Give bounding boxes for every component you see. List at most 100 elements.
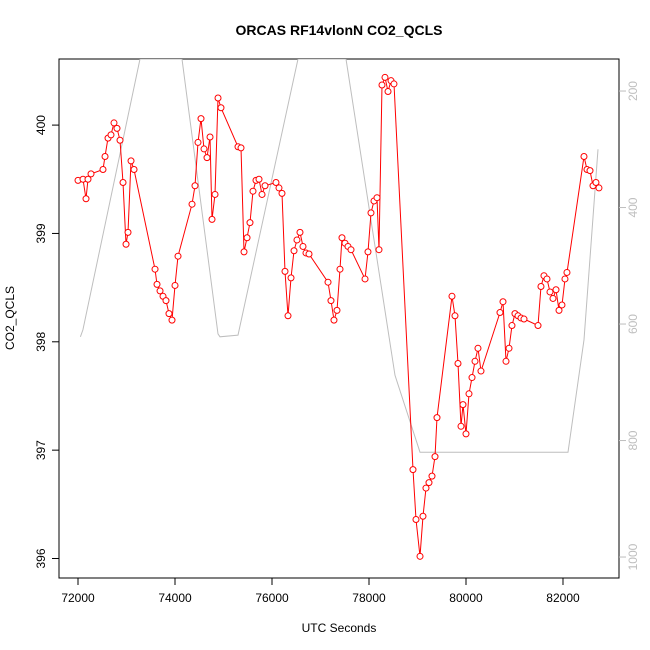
data-point — [364, 248, 372, 256]
data-point — [99, 166, 107, 174]
x-tick-label: 80000 — [449, 591, 483, 605]
data-point — [275, 184, 283, 192]
data-point — [258, 190, 266, 198]
data-point — [563, 268, 571, 276]
data-point — [240, 248, 248, 256]
data-point — [471, 357, 479, 365]
y-tick-label: 396 — [34, 548, 48, 568]
data-point — [217, 104, 225, 112]
data-point — [422, 484, 430, 492]
data-point — [127, 157, 135, 165]
data-point — [412, 515, 420, 523]
data-point — [505, 344, 513, 352]
data-point — [457, 422, 465, 430]
data-point — [419, 512, 427, 520]
data-point — [595, 184, 603, 192]
data-point — [390, 80, 398, 88]
data-point — [586, 167, 594, 175]
data-point — [249, 187, 257, 195]
data-point — [409, 466, 417, 474]
y-tick-label: 398 — [34, 331, 48, 351]
data-point — [87, 170, 95, 178]
data-point — [338, 234, 346, 242]
data-point — [375, 246, 383, 254]
data-point — [433, 414, 441, 422]
y2-tick-label: 400 — [626, 197, 640, 217]
data-point — [552, 286, 560, 294]
data-point — [347, 246, 355, 254]
data-point — [171, 281, 179, 289]
data-point — [454, 359, 462, 367]
data-point — [119, 179, 127, 187]
data-point — [496, 309, 504, 317]
data-point — [206, 133, 214, 141]
y2-tick-label: 600 — [626, 314, 640, 334]
data-point — [168, 316, 176, 324]
data-point — [110, 119, 118, 127]
data-point — [208, 215, 216, 223]
x-axis-label: UTC Seconds — [302, 621, 377, 635]
y2-tick-label: 800 — [626, 430, 640, 450]
data-point — [468, 374, 476, 382]
data-point — [425, 479, 433, 487]
data-point — [580, 153, 588, 161]
data-point — [561, 275, 569, 283]
x-tick-label: 74000 — [158, 591, 192, 605]
plot-area — [74, 59, 603, 560]
data-point — [327, 297, 335, 305]
y2-tick-label: 200 — [626, 81, 640, 101]
data-point — [592, 179, 600, 187]
data-point — [214, 94, 222, 102]
data-point — [113, 124, 121, 132]
data-point — [474, 344, 482, 352]
data-point — [130, 166, 138, 174]
data-point — [237, 144, 245, 152]
data-point — [165, 310, 173, 318]
data-point — [330, 316, 338, 324]
data-point — [261, 182, 269, 190]
data-point — [153, 280, 161, 288]
data-point — [191, 182, 199, 190]
data-point — [448, 292, 456, 300]
data-point — [459, 401, 467, 409]
data-point — [290, 247, 298, 255]
data-point — [534, 322, 542, 330]
data-point — [194, 138, 202, 146]
y-tick-label: 397 — [34, 440, 48, 460]
data-point — [546, 288, 554, 296]
data-point — [477, 367, 485, 375]
data-point — [384, 88, 392, 96]
data-point — [174, 252, 182, 260]
data-point — [255, 175, 263, 183]
data-point — [373, 194, 381, 202]
data-point — [188, 200, 196, 208]
data-point — [451, 312, 459, 320]
data-point — [558, 301, 566, 309]
data-point — [281, 267, 289, 275]
y-tick-label: 400 — [34, 115, 48, 135]
data-point — [200, 145, 208, 153]
data-point — [336, 265, 344, 273]
data-point — [537, 283, 545, 291]
data-point — [543, 275, 551, 283]
x-tick-label: 76000 — [255, 591, 289, 605]
data-point — [122, 240, 130, 248]
data-point — [462, 430, 470, 438]
data-point — [381, 73, 389, 81]
x-tick-label: 82000 — [546, 591, 580, 605]
data-point — [305, 250, 313, 258]
data-point — [156, 287, 164, 295]
data-point — [197, 115, 205, 123]
data-point — [82, 195, 90, 203]
data-point — [367, 209, 375, 217]
data-point — [116, 136, 124, 144]
y2-tick-label: 1000 — [626, 543, 640, 570]
x-tick-label: 72000 — [61, 591, 95, 605]
data-point — [333, 306, 341, 314]
data-point — [324, 278, 332, 286]
data-point — [296, 228, 304, 236]
data-point — [101, 153, 109, 161]
data-point — [555, 306, 563, 314]
data-point — [502, 357, 510, 365]
